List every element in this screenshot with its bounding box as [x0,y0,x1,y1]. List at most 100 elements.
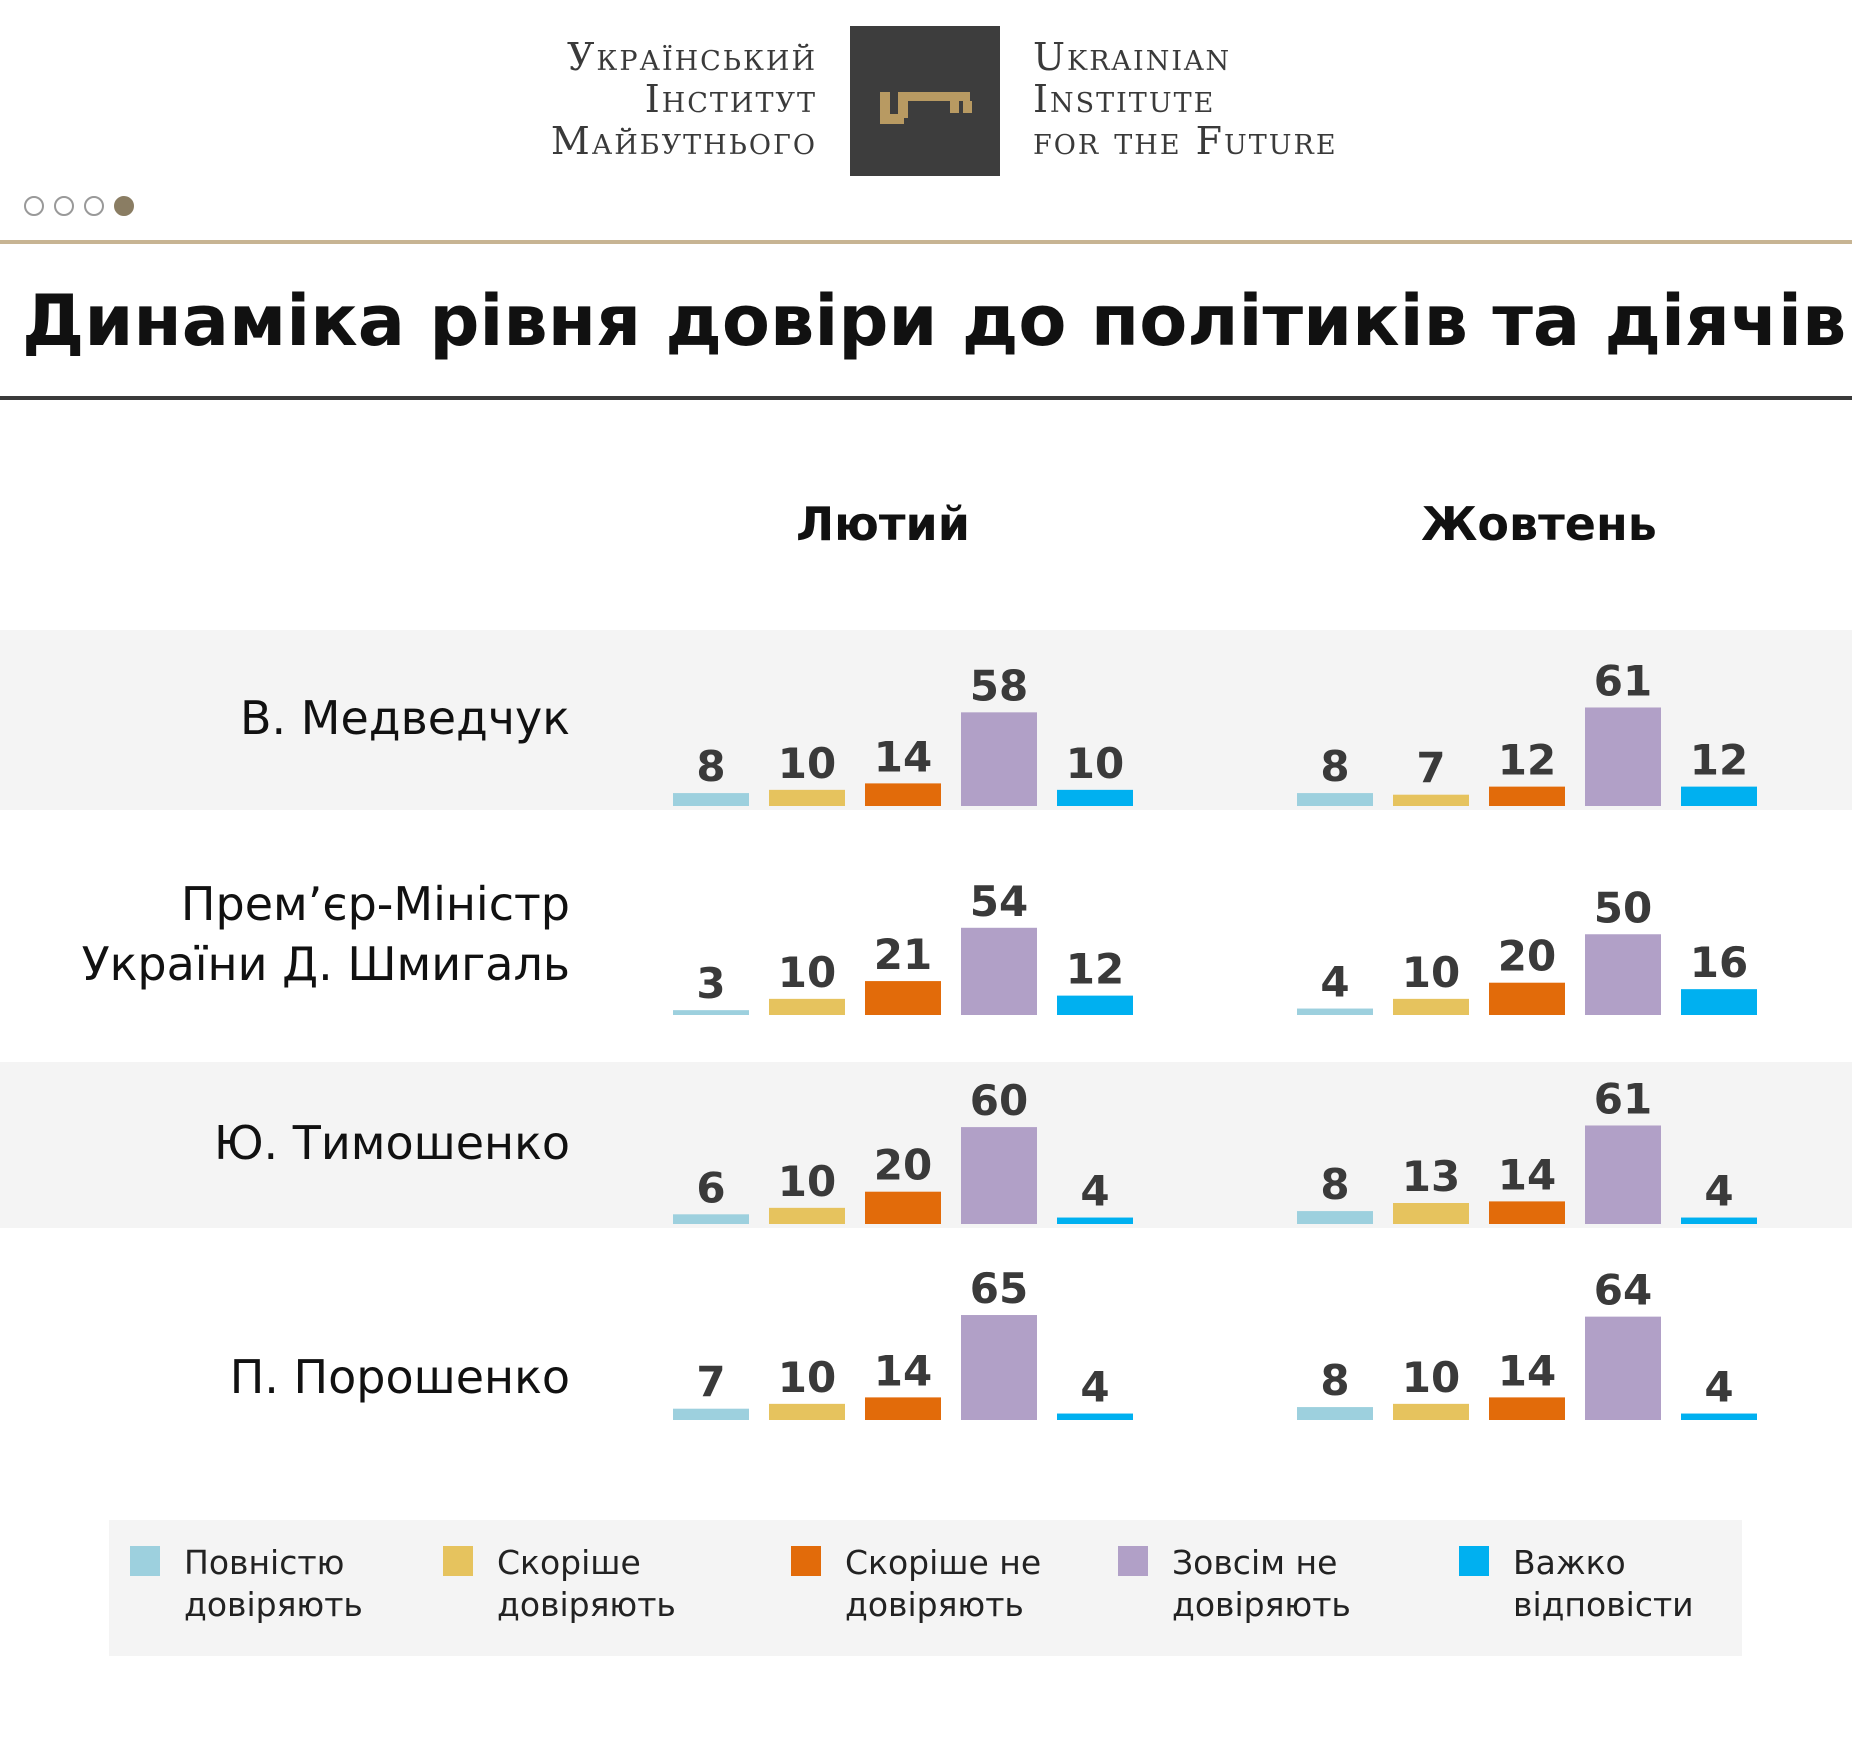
bar [1585,1125,1661,1224]
bar [961,1315,1037,1420]
logo-text-en: Ukrainian Institute for the Future [1033,36,1338,162]
legend-swatch [1459,1546,1489,1576]
legend-swatch [130,1546,160,1576]
data-label: 4 [1080,1167,1109,1216]
data-label: 61 [1594,1074,1652,1123]
pagination-dot[interactable] [84,196,104,216]
data-label: 10 [778,948,836,997]
data-label: 4 [1704,1167,1733,1216]
legend-label: Повністю довіряють [184,1543,363,1624]
bar [769,1403,845,1420]
bar [1585,934,1661,1015]
data-label: 13 [1402,1152,1460,1201]
bar [1489,982,1565,1015]
bar [1681,786,1757,806]
data-label: 16 [1690,938,1748,987]
bar [769,998,845,1015]
chart-legend: Повністю довіряють Скоріше довіряють Ско… [109,1520,1742,1656]
row-label: України Д. Шмигаль [82,937,570,991]
data-label: 20 [1498,932,1556,981]
bar [1585,1316,1661,1420]
row-band [0,630,1852,810]
logo-ua-line: Український [566,35,817,79]
bar [961,1127,1037,1224]
bar [1489,1201,1565,1224]
bar [1057,1217,1133,1224]
data-label: 12 [1498,736,1556,785]
legend-item: Скоріше довіряють [443,1542,727,1626]
legend-swatch [791,1546,821,1576]
data-label: 3 [696,959,725,1008]
data-label: 8 [696,742,725,791]
pagination-dot-active[interactable] [114,196,134,216]
data-label: 12 [1066,945,1124,994]
data-label: 6 [696,1163,725,1212]
logo-en-line: Institute [1033,77,1216,121]
bar [1297,1211,1373,1224]
title-divider [0,396,1852,400]
bar [1585,707,1661,806]
pagination-dot[interactable] [54,196,74,216]
key-icon [880,92,972,124]
header-divider [0,240,1852,244]
data-label: 21 [874,930,932,979]
bar [1297,793,1373,806]
bar [1297,1008,1373,1015]
bar [1057,789,1133,806]
bar [673,1214,749,1224]
bar [1681,1217,1757,1224]
data-label: 58 [970,661,1028,710]
data-label: 4 [1320,958,1349,1007]
data-label: 14 [874,732,932,781]
data-label: 7 [1416,744,1445,793]
logo-en-line: Ukrainian [1033,35,1232,79]
legend-label: Важко відповісти [1513,1543,1694,1624]
legend-item: Важко відповісти [1459,1542,1743,1626]
bar [769,789,845,806]
logo-ua-line: Майбутнього [550,119,817,163]
row-label: П. Порошенко [230,1350,570,1404]
legend-swatch [443,1546,473,1576]
data-label: 20 [874,1141,932,1190]
pagination-dot[interactable] [24,196,44,216]
data-label: 60 [970,1076,1028,1125]
bar [1393,1203,1469,1224]
bar [1489,786,1565,806]
bar [769,1207,845,1224]
bar [1393,1403,1469,1420]
data-label: 10 [778,739,836,788]
data-label: 10 [778,1353,836,1402]
data-label: 10 [778,1157,836,1206]
data-label: 50 [1594,883,1652,932]
legend-label: Скоріше довіряють [497,1543,676,1624]
data-label: 14 [1498,1150,1556,1199]
data-label: 14 [874,1346,932,1395]
bar [865,783,941,806]
bar [961,712,1037,806]
bar [1681,1413,1757,1420]
period-header: Жовтень [1421,497,1657,551]
period-header: Лютий [796,497,970,551]
data-label: 12 [1690,736,1748,785]
row-label: В. Медведчук [240,691,570,745]
bar [1393,998,1469,1015]
data-label: 10 [1402,948,1460,997]
logo-en-line: for the Future [1033,119,1338,163]
page-title: Динаміка рівня довіри до політиків та ді… [22,280,1847,362]
legend-label: Скоріше не довіряють [845,1543,1042,1624]
bar [1681,989,1757,1015]
data-label: 8 [1320,1160,1349,1209]
bar [673,1408,749,1420]
pagination-dots [24,196,134,216]
bar [673,1010,749,1015]
data-label: 8 [1320,742,1349,791]
data-label: 4 [1704,1363,1733,1412]
data-label: 10 [1066,739,1124,788]
logo-key-box [850,26,1000,176]
bar [961,927,1037,1015]
bar [1297,1407,1373,1420]
bar [865,1191,941,1224]
legend-item: Скоріше не довіряють [791,1542,1075,1626]
logo-ua-line: Інститут [644,77,817,121]
